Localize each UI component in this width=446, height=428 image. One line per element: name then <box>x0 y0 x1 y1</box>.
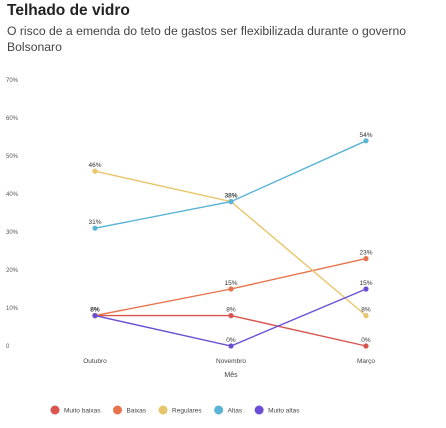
data-point <box>92 168 98 174</box>
legend-label: Baixas <box>127 407 147 414</box>
data-label: 15% <box>224 280 237 287</box>
legend-marker <box>113 405 122 415</box>
data-label: 38% <box>224 193 237 200</box>
data-point <box>363 286 369 292</box>
series-line <box>94 140 367 229</box>
y-tick-label: 60% <box>6 116 19 122</box>
x-axis-label: Mês <box>224 372 238 379</box>
data-point <box>92 225 98 231</box>
data-point <box>363 138 369 144</box>
x-tick-label: Outubro <box>83 358 107 365</box>
data-label: 8% <box>361 307 371 314</box>
data-point <box>92 313 98 319</box>
data-label: 54% <box>359 132 372 139</box>
chart-title: Telhado de vidro <box>7 2 130 19</box>
y-tick-label: 50% <box>6 154 19 160</box>
data-point <box>228 199 234 205</box>
legend-label: Regulares <box>172 407 202 414</box>
data-point <box>228 343 234 349</box>
chart-subtitle: O risco de a emenda do teto de gastos se… <box>7 24 407 54</box>
y-tick-label: 40% <box>6 192 19 198</box>
y-tick-label: 20% <box>6 268 19 274</box>
y-tick-label: 70% <box>6 78 19 84</box>
data-label: 46% <box>88 162 101 169</box>
legend-label: Altas <box>228 407 243 414</box>
data-label: 38% <box>224 193 237 200</box>
legend-marker <box>50 405 60 415</box>
legend-marker <box>158 405 168 415</box>
legend-label: Muito baixas <box>64 407 101 414</box>
data-point <box>363 343 369 349</box>
y-tick-label: 10% <box>6 306 19 312</box>
y-tick-label: 30% <box>6 230 19 236</box>
data-label: 8% <box>90 307 100 314</box>
data-label: 8% <box>226 307 236 314</box>
data-point <box>228 286 234 292</box>
data-label: 0% <box>226 337 236 344</box>
data-label: 31% <box>88 219 101 226</box>
data-label: 0% <box>361 337 371 344</box>
data-point <box>363 256 369 262</box>
x-tick-label: Março <box>357 358 375 365</box>
data-label: 15% <box>359 280 372 287</box>
data-label: 23% <box>359 250 372 257</box>
x-tick-label: Novembro <box>216 358 246 365</box>
legend-marker <box>214 405 224 415</box>
data-point <box>228 313 234 319</box>
data-label: 8% <box>90 307 100 314</box>
data-point <box>363 313 369 319</box>
legend-label: Muito altas <box>268 407 300 414</box>
legend-marker <box>254 405 264 415</box>
data-label: 8% <box>90 307 100 314</box>
y-tick-label: 0 <box>6 344 10 350</box>
